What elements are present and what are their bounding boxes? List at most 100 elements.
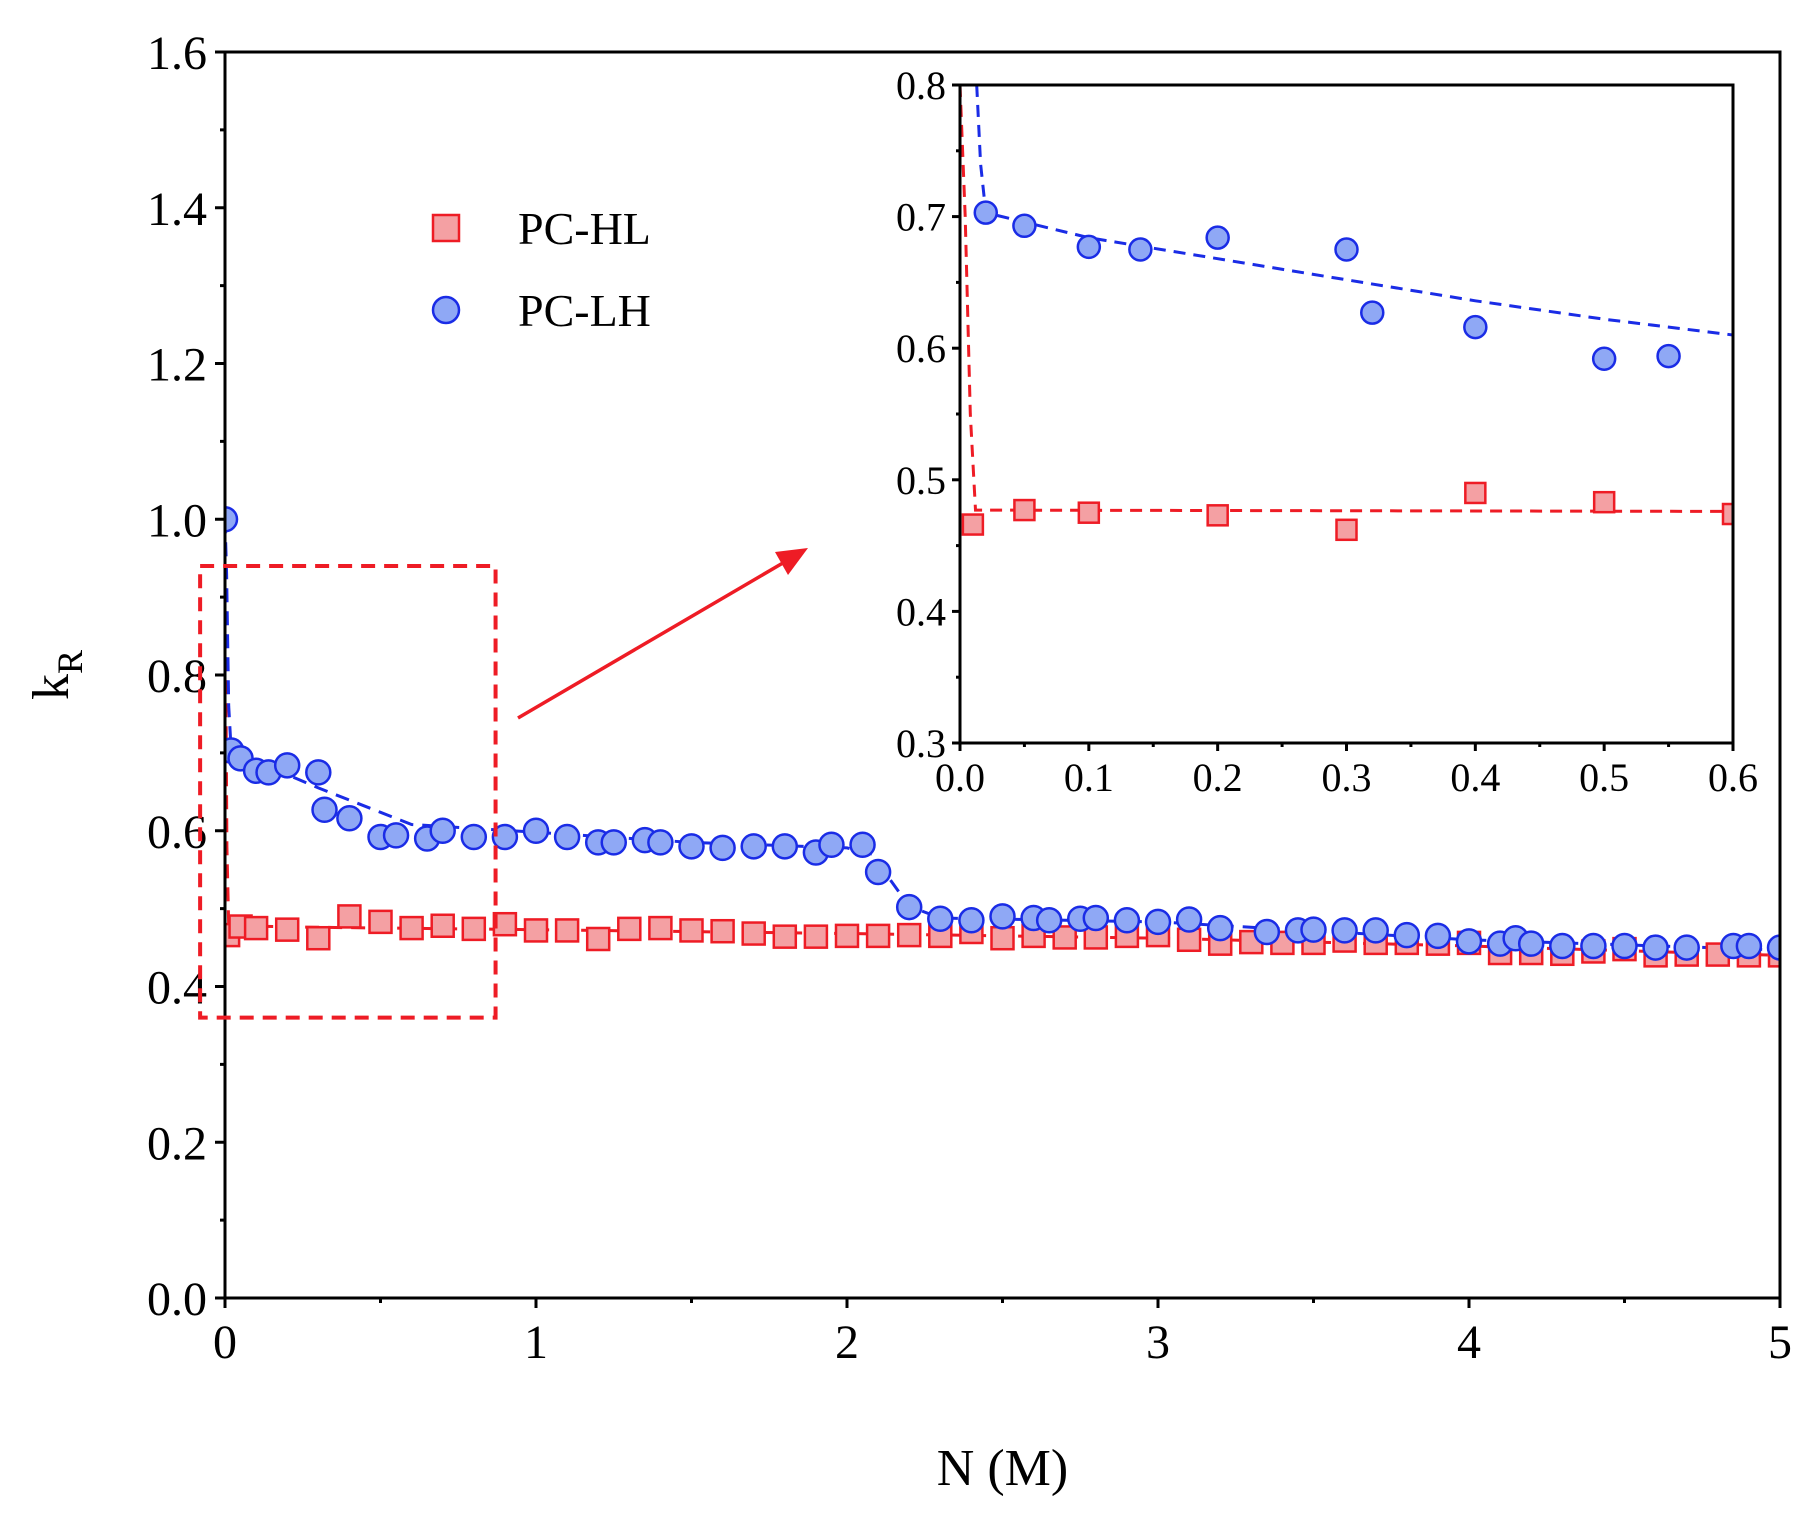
- main-pc-lh-point-42: [1253, 918, 1281, 946]
- inset-pc-hl-point-1: [961, 513, 985, 536]
- main-pc-lh-point-46: [1362, 917, 1389, 944]
- main-pc-hl-point-6: [337, 904, 362, 929]
- main-pc-hl-point-7: [368, 909, 393, 935]
- main-y-tick-label-1: 0.0: [147, 1273, 207, 1326]
- main-pc-hl-point-8: [399, 915, 424, 941]
- main-pc-lh-point-22: [678, 833, 705, 860]
- inset-pc-lh-point-1: [973, 200, 999, 225]
- zoom-highlight-box: [198, 563, 498, 1020]
- main-pc-hl-point-19: [741, 921, 766, 946]
- main-pc-lh-point-9: [336, 805, 363, 832]
- main-pc-hl-point-14: [585, 926, 611, 952]
- main-pc-lh-point-44: [1300, 916, 1327, 943]
- legend-marker-pc-hl: [431, 213, 461, 243]
- main-y-tick-label-9: 1.6: [147, 27, 207, 80]
- inset-pc-hl-point-8: [1721, 502, 1733, 526]
- main-x-tick-label-2: 1: [524, 1316, 548, 1369]
- main-fit-line-1: [225, 519, 1780, 957]
- legend: PC-HL PC-LH: [431, 203, 651, 336]
- main-pc-hl-point-16: [648, 915, 673, 941]
- inset-pc-hl-point-6: [1464, 481, 1487, 505]
- main-pc-lh-point-15: [491, 823, 519, 851]
- main-y-tick-label-7: 1.2: [147, 339, 207, 392]
- inset-pc-lh-point-6: [1334, 237, 1359, 262]
- inset-fit-line-2: [975, 85, 1733, 337]
- inset-pc-hl-point-3: [1077, 501, 1101, 524]
- legend-label-pc-lh: PC-LH: [518, 285, 651, 336]
- main-pc-hl-point-20: [772, 924, 798, 949]
- main-pc-hl-point-22: [834, 923, 860, 949]
- inset-pc-hl-point-2: [1013, 498, 1036, 522]
- main-pc-lh-point-1: [225, 506, 239, 533]
- main-pc-lh-point-59: [1735, 932, 1763, 960]
- main-pc-lh-point-28: [849, 831, 876, 859]
- main-pc-lh-point-49: [1455, 928, 1483, 955]
- inset-y-tick-label-1: 0.3: [896, 721, 946, 766]
- main-pc-lh-point-55: [1611, 932, 1638, 960]
- inset-pc-lh-point-8: [1463, 314, 1488, 340]
- main-pc-hl-point-23: [865, 923, 891, 949]
- main-pc-hl-point-17: [679, 918, 704, 943]
- inset-y-tick-label-2: 0.4: [896, 589, 946, 634]
- inset-x-tick-label-2: 0.1: [1064, 755, 1114, 800]
- legend-marker-pc-lh: [431, 295, 461, 325]
- inset-pc-lh-point-10: [1656, 343, 1681, 369]
- main-y-tick-label-8: 1.4: [147, 183, 207, 236]
- main-pc-lh-point-35: [1035, 907, 1063, 934]
- main-pc-lh-point-21: [647, 829, 674, 856]
- main-pc-lh-point-23: [709, 834, 736, 862]
- main-pc-lh-point-19: [600, 829, 627, 856]
- y-axis-title-subscript: R: [50, 650, 90, 674]
- main-y-tick-label-3: 0.4: [147, 962, 207, 1015]
- main-pc-lh-point-53: [1549, 932, 1576, 960]
- main-pc-lh-point-17: [553, 823, 581, 851]
- main-pc-hl-point-5: [306, 925, 331, 951]
- main-pc-hl-point-21: [803, 924, 829, 949]
- main-pc-hl-point-24: [896, 922, 922, 948]
- main-pc-lh-point-52: [1517, 930, 1545, 957]
- inset-fit-line-1: [960, 85, 1733, 513]
- main-pc-lh-point-11: [382, 822, 410, 849]
- main-y-tick-label-2: 0.2: [147, 1117, 207, 1170]
- main-y-tick-label-4: 0.6: [147, 806, 207, 859]
- main-pc-lh-point-60: [1766, 934, 1780, 961]
- inset-x-tick-label-6: 0.5: [1579, 755, 1629, 800]
- main-pc-hl-point-4: [274, 917, 300, 942]
- inset-pc-hl-point-5: [1335, 518, 1358, 542]
- zoom-arrow-shaft: [517, 558, 789, 720]
- inset-pc-hl-point-4: [1206, 504, 1229, 527]
- main-pc-lh-point-33: [989, 903, 1016, 930]
- main-pc-hl-point-13: [554, 918, 580, 943]
- main-pc-lh-point-24: [740, 833, 767, 860]
- main-pc-lh-point-31: [927, 905, 954, 932]
- main-x-tick-label-4: 3: [1146, 1316, 1170, 1369]
- main-pc-lh-point-38: [1113, 907, 1141, 934]
- main-pc-lh-point-27: [818, 831, 845, 859]
- main-pc-hl-point-12: [523, 918, 549, 943]
- main-pc-lh-point-8: [311, 796, 338, 823]
- main-pc-lh-point-54: [1580, 932, 1607, 960]
- inset-x-tick-label-7: 0.6: [1708, 755, 1758, 800]
- inset-x-tick-label-4: 0.3: [1322, 755, 1372, 800]
- main-pc-lh-point-14: [460, 823, 488, 851]
- x-axis-title: N (M): [937, 1440, 1068, 1497]
- main-pc-hl-point-10: [461, 916, 487, 942]
- inset-pc-lh-point-4: [1128, 237, 1153, 262]
- main-pc-lh-point-57: [1673, 934, 1700, 961]
- main-pc-hl-point-18: [710, 918, 735, 944]
- main-pc-lh-point-56: [1642, 934, 1669, 961]
- inset-pc-lh-point-3: [1076, 234, 1102, 260]
- inset-y-tick-label-3: 0.5: [896, 458, 946, 503]
- main-y-tick-label-5: 0.8: [147, 650, 207, 703]
- inset-pc-lh-point-9: [1591, 346, 1617, 371]
- inset-pc-lh-point-2: [1012, 213, 1037, 239]
- inset-x-tick-label-5: 0.4: [1450, 755, 1500, 800]
- y-axis-title: kR: [23, 650, 90, 700]
- inset-y-tick-label-6: 0.8: [896, 63, 946, 108]
- inset-y-tick-label-4: 0.6: [896, 326, 946, 371]
- main-pc-lh-point-30: [895, 893, 923, 921]
- main-y-tick-label-6: 1.0: [147, 494, 207, 547]
- zoom-arrow-head: [775, 548, 808, 575]
